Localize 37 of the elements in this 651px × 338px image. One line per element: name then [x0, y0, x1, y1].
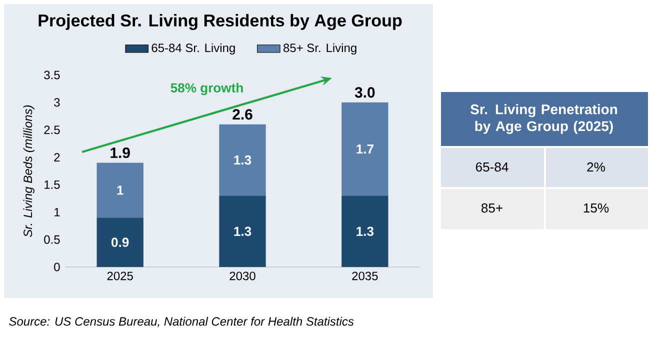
data-label: 1.7	[356, 144, 374, 154]
text: Sr. Living Penetration by Age Group (2025)	[470, 104, 618, 134]
y-axis-title: Sr. Living Beds (millions)	[23, 105, 34, 238]
bar	[96, 162, 144, 218]
y-tick-label: 0.5	[44, 235, 60, 244]
legend-label: 85+ Sr. Living	[283, 43, 356, 55]
chart-title: Projected Sr. Living Residents by Age Group	[38, 14, 402, 30]
y-tick-label: 3	[54, 98, 60, 107]
data-label: 1	[117, 186, 124, 195]
bar	[219, 124, 266, 196]
total-label: 2.6	[232, 109, 252, 120]
bar	[342, 102, 388, 196]
x-tick-label: 2035	[352, 272, 378, 280]
y-tick-label: 3.5	[44, 70, 60, 80]
bar	[342, 196, 388, 267]
total-label: 1.9	[110, 147, 130, 158]
text: 85+	[481, 203, 502, 213]
y-tick-label: 2	[54, 153, 60, 162]
y-tick-label: 0	[54, 262, 60, 272]
x-tick-label: 2025	[107, 272, 133, 280]
text: 2%	[587, 162, 605, 172]
y-tick-label: 2.5	[44, 126, 60, 134]
annotation: 58% growth	[170, 82, 243, 96]
data-label: 0.9	[112, 238, 129, 247]
total-label: 3.0	[354, 87, 375, 98]
data-label: 1.3	[356, 226, 374, 236]
bar	[219, 196, 266, 267]
y-tick-label: 1	[54, 208, 60, 216]
data-label: 1.3	[234, 155, 252, 165]
legend-label: 65-84 Sr. Living	[152, 43, 235, 55]
source-note: Source: US Census Bureau, National Center for Health Statistics	[9, 316, 354, 328]
data-label: 1.3	[234, 226, 252, 236]
bar	[96, 218, 144, 267]
text: 65-84	[476, 162, 508, 172]
text: 15%	[584, 203, 609, 213]
x-tick-label: 2030	[230, 272, 256, 280]
y-tick-label: 1.5	[44, 180, 60, 189]
